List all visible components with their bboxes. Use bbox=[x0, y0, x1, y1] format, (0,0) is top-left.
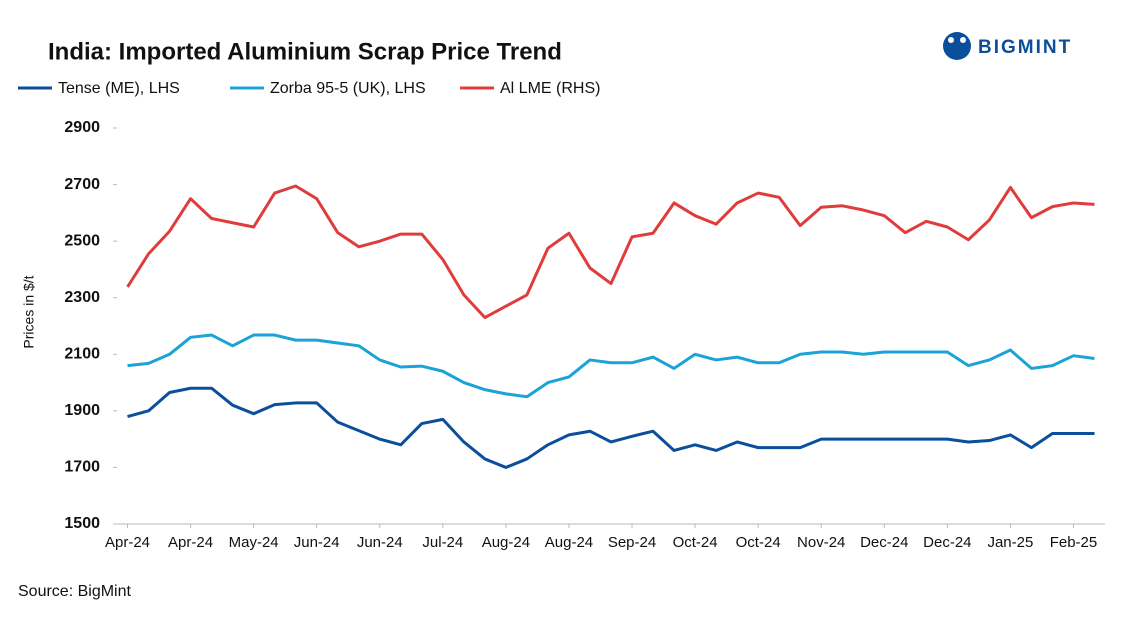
x-tick-label: Dec-24 bbox=[860, 534, 908, 551]
x-tick-label: Oct-24 bbox=[736, 534, 781, 551]
y-tick-label: 1700 bbox=[64, 459, 100, 476]
y-tick-label: 2500 bbox=[64, 232, 100, 249]
x-tick-label: Jan-25 bbox=[987, 534, 1033, 551]
x-tick-label: Apr-24 bbox=[168, 534, 213, 551]
y-tick-label: 2900 bbox=[64, 119, 100, 136]
logo-text: BIGMINT bbox=[978, 37, 1072, 58]
x-tick-label: Sep-24 bbox=[608, 534, 656, 551]
x-tick-label: Jun-24 bbox=[357, 534, 403, 551]
logo-icon bbox=[960, 37, 966, 43]
legend-label: Al LME (RHS) bbox=[500, 80, 600, 97]
legend-label: Tense (ME), LHS bbox=[58, 80, 180, 97]
x-tick-label: Aug-24 bbox=[482, 534, 530, 551]
series-line bbox=[127, 386, 1095, 469]
x-tick-label: Aug-24 bbox=[545, 534, 593, 551]
source: Source: BigMint bbox=[18, 583, 131, 600]
y-tick-label: 1500 bbox=[64, 515, 100, 532]
x-tick-label: Apr-24 bbox=[105, 534, 150, 551]
logo-icon bbox=[943, 32, 971, 60]
x-tick-label: Oct-24 bbox=[673, 534, 718, 551]
series-line bbox=[126, 184, 1095, 320]
chart-title: India: Imported Aluminium Scrap Price Tr… bbox=[48, 38, 562, 65]
y-tick-label: 2300 bbox=[64, 289, 100, 306]
y-axis-label: Prices in $/t bbox=[21, 275, 37, 348]
y-tick-label: 2100 bbox=[64, 346, 100, 363]
y-tick-label: 1900 bbox=[64, 402, 100, 419]
x-tick-label: Feb-25 bbox=[1050, 534, 1098, 551]
x-tick-label: Nov-24 bbox=[797, 534, 845, 551]
legend-label: Zorba 95-5 (UK), LHS bbox=[270, 80, 426, 97]
logo-icon bbox=[948, 37, 954, 43]
logo: BIGMINT bbox=[943, 32, 1072, 60]
series-line bbox=[127, 333, 1095, 399]
y-tick-label: 2700 bbox=[64, 176, 100, 193]
x-tick-label: Dec-24 bbox=[923, 534, 971, 551]
x-tick-label: Jun-24 bbox=[294, 534, 340, 551]
x-tick-label: May-24 bbox=[229, 534, 279, 551]
x-tick-label: Jul-24 bbox=[422, 534, 463, 551]
